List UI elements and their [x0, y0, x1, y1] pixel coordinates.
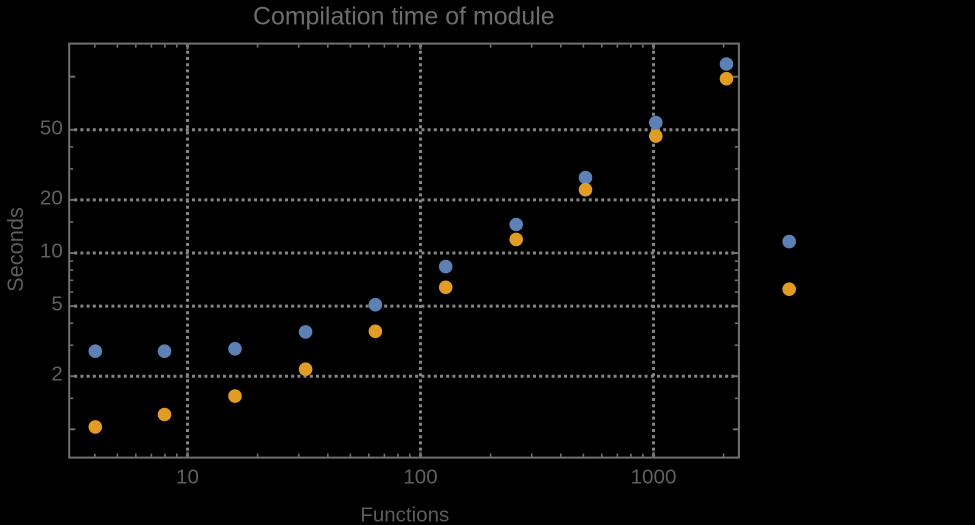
svg-text:100: 100 — [403, 465, 437, 488]
svg-text:10: 10 — [40, 240, 63, 263]
svg-text:5: 5 — [51, 293, 62, 316]
svg-text:50: 50 — [40, 116, 63, 139]
svg-text:10: 10 — [176, 465, 199, 488]
svg-text:2: 2 — [51, 363, 62, 386]
svg-text:1000: 1000 — [631, 465, 677, 488]
svg-text:Seconds: Seconds — [3, 207, 28, 292]
svg-text:Compilation time of module: Compilation time of module — [253, 2, 555, 30]
svg-text:20: 20 — [40, 186, 63, 209]
svg-text:Functions: Functions — [360, 504, 449, 525]
